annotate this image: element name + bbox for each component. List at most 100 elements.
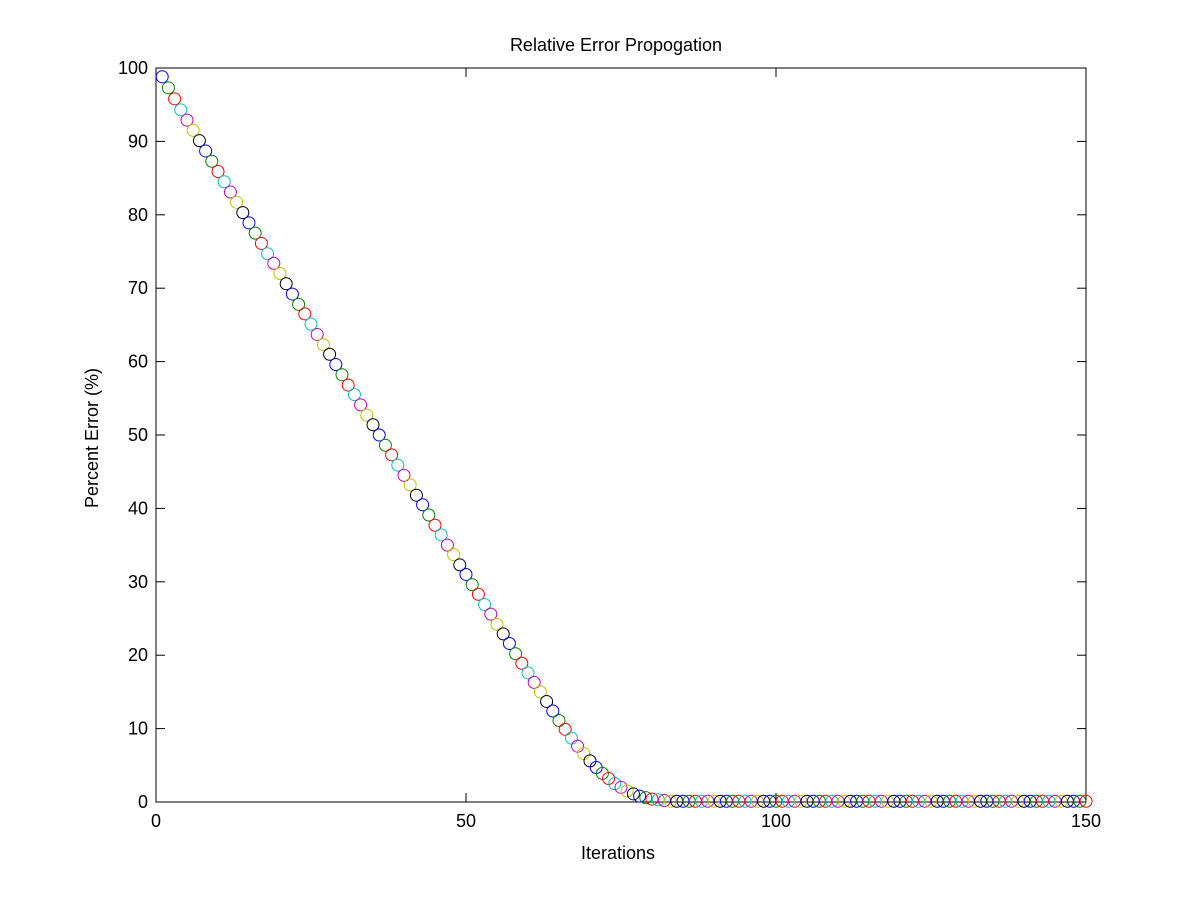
data-point: [316, 338, 330, 352]
data-point: [447, 548, 461, 562]
data-point: [533, 685, 547, 699]
x-tick-label: 150: [1071, 811, 1101, 831]
x-tick-label: 100: [761, 811, 791, 831]
data-point: [633, 789, 647, 803]
data-point: [416, 498, 430, 512]
data-point: [236, 206, 250, 220]
y-tick-label: 70: [128, 278, 148, 298]
data-point: [558, 722, 572, 736]
data-point: [354, 398, 368, 412]
data-point: [515, 656, 529, 670]
data-point: [651, 793, 665, 807]
y-tick-label: 40: [128, 498, 148, 518]
data-point: [403, 478, 417, 492]
data-point: [372, 428, 386, 442]
y-tick-label: 10: [128, 719, 148, 739]
data-point: [199, 144, 213, 158]
data-point: [174, 103, 188, 117]
data-point: [292, 297, 306, 311]
data-point: [285, 287, 299, 301]
data-point: [453, 558, 467, 572]
data-point: [186, 123, 200, 137]
data-point: [323, 347, 337, 361]
data-point: [267, 256, 281, 270]
data-point: [546, 704, 560, 718]
data-point: [248, 226, 262, 240]
data-point: [1079, 794, 1093, 808]
y-tick-label: 20: [128, 645, 148, 665]
data-point: [428, 518, 442, 532]
data-point: [484, 607, 498, 621]
data-point: [211, 164, 225, 178]
y-tick-label: 30: [128, 572, 148, 592]
chart-title: Relative Error Propogation: [510, 35, 722, 55]
y-tick-label: 0: [138, 792, 148, 812]
data-point: [422, 508, 436, 522]
y-axis-label: Percent Error (%): [82, 368, 102, 508]
data-point: [360, 408, 374, 422]
data-point: [310, 327, 324, 341]
data-point: [626, 787, 640, 801]
y-tick-label: 90: [128, 131, 148, 151]
data-point: [434, 528, 448, 542]
data-point: [180, 113, 194, 127]
data-point: [459, 567, 473, 581]
data-point: [639, 791, 653, 805]
data-point: [223, 185, 237, 199]
data-point: [254, 236, 268, 250]
data-point: [614, 780, 628, 794]
data-point: [509, 647, 523, 661]
y-tick-label: 60: [128, 352, 148, 372]
y-tick-label: 50: [128, 425, 148, 445]
data-point: [378, 438, 392, 452]
data-point: [273, 267, 287, 281]
tick-labels: 0 50 100 150 0 10 20 30 40 50 60 70 80 90 100: [118, 58, 1101, 831]
data-point: [552, 714, 566, 728]
data-point: [478, 598, 492, 612]
data-point: [298, 307, 312, 321]
data-point: [620, 784, 634, 798]
data-point: [242, 216, 256, 230]
data-point: [440, 538, 454, 552]
data-point: [217, 175, 231, 189]
data-point: [409, 488, 423, 502]
data-points: [155, 70, 1093, 808]
data-point: [465, 578, 479, 592]
x-axis-label: Iterations: [581, 843, 655, 863]
data-point: [192, 134, 206, 148]
data-point: [490, 617, 504, 631]
data-point: [155, 70, 169, 84]
data-point: [564, 731, 578, 745]
data-point: [608, 777, 622, 791]
data-point: [527, 675, 541, 689]
y-tick-label: 100: [118, 58, 148, 78]
data-point: [335, 368, 349, 382]
y-tick-label: 80: [128, 205, 148, 225]
data-point: [341, 378, 355, 392]
data-point: [279, 277, 293, 291]
data-point: [366, 418, 380, 432]
data-point: [304, 317, 318, 331]
data-point: [385, 448, 399, 462]
data-point: [161, 81, 175, 95]
data-point: [540, 694, 554, 708]
data-point: [168, 92, 182, 106]
data-point: [329, 358, 343, 372]
data-point: [1073, 794, 1087, 808]
data-point: [347, 388, 361, 402]
data-point: [496, 627, 510, 641]
x-tick-label: 50: [456, 811, 476, 831]
x-tick-label: 0: [151, 811, 161, 831]
data-point: [397, 468, 411, 482]
tick-marks: [155, 67, 1087, 803]
data-point: [230, 195, 244, 209]
data-point: [502, 636, 516, 650]
data-point: [645, 792, 659, 806]
data-point: [471, 587, 485, 601]
data-point: [261, 247, 275, 261]
data-point: [521, 666, 535, 680]
data-point: [391, 458, 405, 472]
data-point: [205, 154, 219, 168]
